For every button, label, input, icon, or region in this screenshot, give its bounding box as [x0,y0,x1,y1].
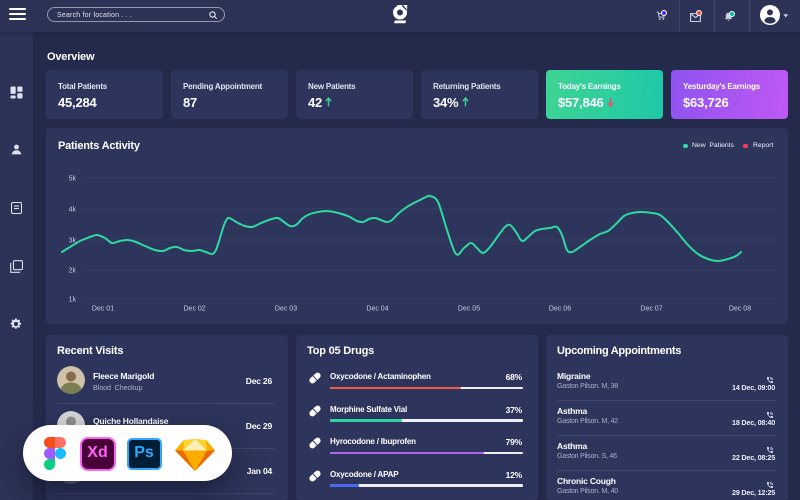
svg-text:2k: 2k [69,268,77,275]
svg-text:Dec 06: Dec 06 [549,306,571,313]
svg-text:4k: 4k [69,207,77,214]
svg-text:Dec 01: Dec 01 [92,306,114,313]
svg-text:1k: 1k [69,297,77,304]
svg-text:Dec 02: Dec 02 [184,306,206,313]
svg-text:Dec 07: Dec 07 [640,306,662,313]
svg-text:3k: 3k [69,238,77,245]
svg-text:Dec 03: Dec 03 [275,306,297,313]
svg-text:Dec 08: Dec 08 [729,306,751,313]
svg-text:5k: 5k [69,176,77,183]
svg-text:Dec 05: Dec 05 [458,306,480,313]
svg-text:Dec 04: Dec 04 [366,306,388,313]
